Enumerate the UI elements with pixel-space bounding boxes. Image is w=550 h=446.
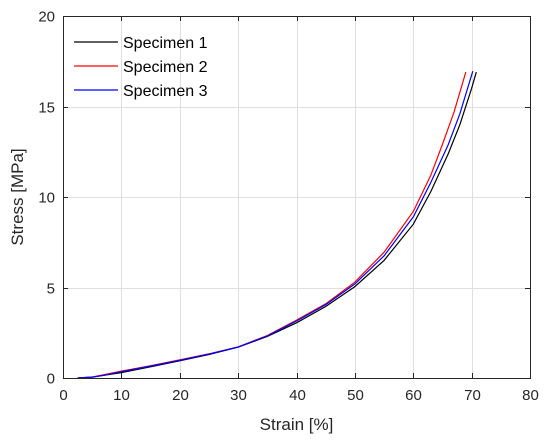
y-tick-label: 5	[47, 281, 55, 298]
x-tick-label: 0	[59, 387, 67, 404]
legend-label: Specimen 3	[123, 83, 208, 100]
y-tick-label: 15	[38, 100, 55, 117]
y-axis-title: Stress [MPa]	[8, 148, 27, 245]
x-tick-label: 10	[113, 387, 130, 404]
x-tick-label: 20	[172, 387, 189, 404]
x-axis-title: Strain [%]	[260, 415, 334, 434]
tick-marks	[63, 16, 531, 379]
series-layer	[77, 71, 477, 379]
legend-label: Specimen 1	[123, 35, 208, 52]
y-tick-label: 10	[38, 190, 55, 207]
legend: Specimen 1 Specimen 2 Specimen 3	[74, 35, 208, 100]
x-tick-label: 80	[522, 387, 539, 404]
x-tick-label: 50	[347, 387, 364, 404]
series-line-specimen-3	[77, 71, 474, 379]
tick-labels: 0 10 20 30 40 50 60 70 80 0 5 10 15 20	[38, 9, 539, 405]
x-tick-label: 60	[405, 387, 422, 404]
gridlines	[63, 16, 530, 378]
x-tick-label: 30	[230, 387, 247, 404]
series-line-specimen-1	[77, 71, 477, 379]
legend-label: Specimen 2	[123, 59, 208, 76]
y-tick-label: 0	[47, 371, 55, 388]
y-tick-label: 20	[38, 9, 55, 26]
x-tick-label: 70	[464, 387, 481, 404]
x-tick-label: 40	[289, 387, 306, 404]
